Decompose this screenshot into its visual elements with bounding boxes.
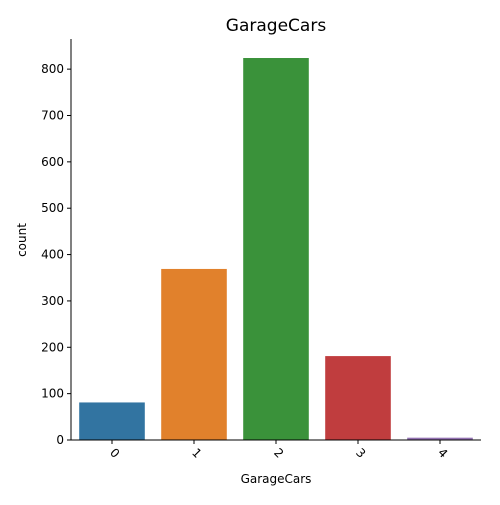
- y-tick-label: 200: [41, 340, 64, 354]
- y-axis-label: count: [15, 223, 29, 257]
- y-tick-label: 100: [41, 387, 64, 401]
- bar-4: [407, 437, 473, 440]
- x-ticks-group: 0 1 2 3 4: [107, 440, 450, 461]
- y-tick-label: 800: [41, 62, 64, 76]
- y-ticks-group: 0 100 200 300 400 500 600 700 800: [41, 62, 71, 447]
- x-tick-label: 1: [189, 446, 204, 461]
- x-tick-label: 4: [435, 446, 450, 461]
- y-tick-label: 500: [41, 201, 64, 215]
- chart-title: GarageCars: [226, 16, 327, 36]
- bar-3: [325, 356, 391, 440]
- x-tick-label: 3: [353, 446, 368, 461]
- bar-2: [243, 58, 309, 440]
- bar-1: [161, 268, 227, 440]
- y-tick-label: 600: [41, 155, 64, 169]
- y-tick-label: 300: [41, 294, 64, 308]
- x-axis-label: GarageCars: [241, 472, 312, 486]
- y-tick-label: 0: [56, 433, 64, 447]
- bar-0: [79, 402, 145, 440]
- y-tick-label: 400: [41, 248, 64, 262]
- y-tick-label: 700: [41, 108, 64, 122]
- bars-group: [79, 58, 473, 440]
- x-tick-label: 0: [107, 446, 122, 461]
- x-tick-label: 2: [271, 446, 286, 461]
